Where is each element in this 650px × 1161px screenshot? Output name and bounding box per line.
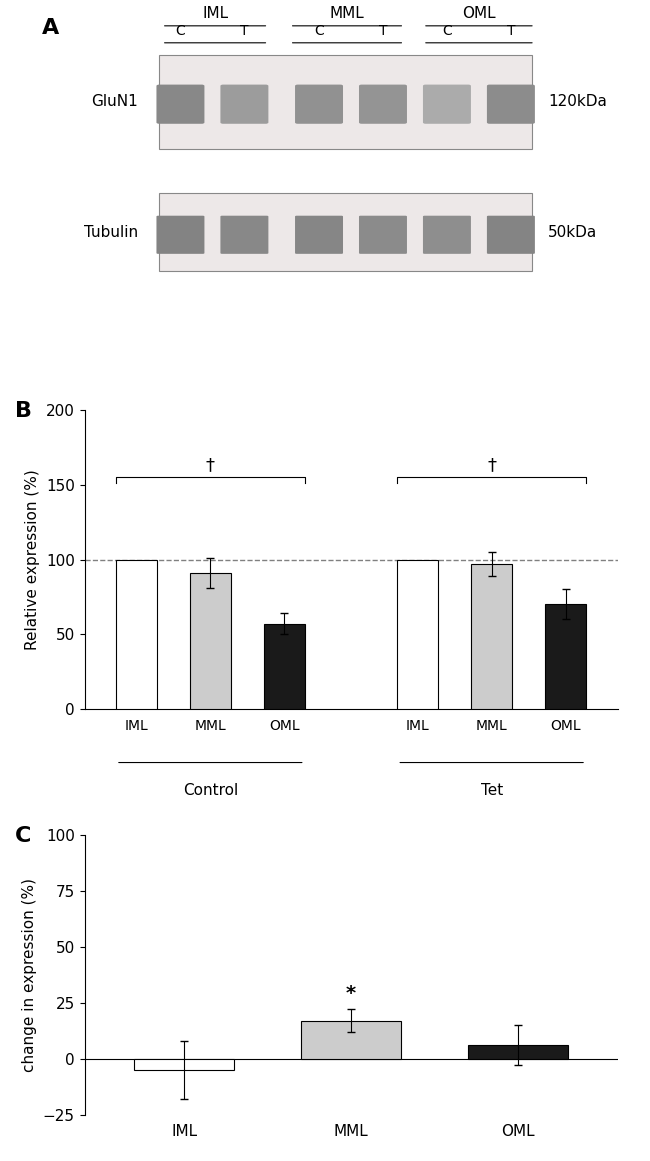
Bar [545,605,586,709]
Text: C: C [15,827,32,846]
Bar [471,564,512,709]
Text: C: C [442,23,452,37]
Bar [135,1059,235,1069]
FancyBboxPatch shape [423,85,471,124]
Bar [467,1045,567,1059]
FancyBboxPatch shape [487,216,535,254]
Bar [116,560,157,709]
Bar [397,560,438,709]
Text: C: C [176,23,185,37]
FancyBboxPatch shape [359,216,407,254]
Bar [190,574,231,709]
Text: MML: MML [330,6,365,21]
Text: IML: IML [202,6,228,21]
Text: Control: Control [183,784,238,799]
FancyBboxPatch shape [159,55,532,149]
FancyBboxPatch shape [295,216,343,254]
Text: †: † [206,456,215,475]
Text: B: B [15,402,32,421]
FancyBboxPatch shape [157,85,204,124]
Y-axis label: change in expression (%): change in expression (%) [22,878,37,1072]
Y-axis label: Relative expression (%): Relative expression (%) [25,469,40,650]
FancyBboxPatch shape [359,85,407,124]
FancyBboxPatch shape [487,85,535,124]
Text: †: † [487,456,496,475]
FancyBboxPatch shape [157,216,204,254]
Text: *: * [346,983,356,1003]
FancyBboxPatch shape [220,85,268,124]
Text: T: T [506,23,515,37]
FancyBboxPatch shape [159,193,532,272]
Text: T: T [240,23,249,37]
Bar [301,1021,401,1059]
Bar [264,623,305,709]
Text: OML: OML [462,6,496,21]
Text: 50kDa: 50kDa [548,225,597,239]
Text: Tubulin: Tubulin [84,225,138,239]
Text: A: A [42,19,59,38]
FancyBboxPatch shape [423,216,471,254]
FancyBboxPatch shape [295,85,343,124]
Text: Tet: Tet [480,784,503,799]
Text: 120kDa: 120kDa [548,94,607,109]
Text: GluN1: GluN1 [91,94,138,109]
Text: C: C [314,23,324,37]
FancyBboxPatch shape [220,216,268,254]
Text: T: T [379,23,387,37]
